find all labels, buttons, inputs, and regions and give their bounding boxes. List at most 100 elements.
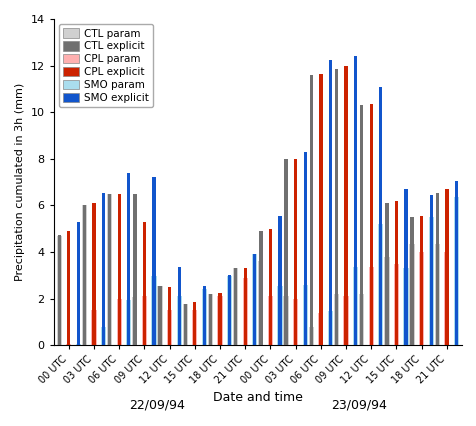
Bar xyxy=(377,224,383,345)
Bar xyxy=(267,296,272,345)
Bar xyxy=(133,194,136,345)
Bar xyxy=(268,229,271,345)
Bar xyxy=(233,268,238,345)
Bar xyxy=(434,244,439,345)
Bar xyxy=(317,313,323,345)
Bar xyxy=(76,344,81,345)
Bar xyxy=(444,189,447,345)
Bar xyxy=(193,302,196,345)
Bar xyxy=(183,305,187,345)
X-axis label: Date and time: Date and time xyxy=(212,391,302,404)
Bar xyxy=(118,194,120,345)
Bar xyxy=(102,193,105,345)
Bar xyxy=(258,261,263,345)
Bar xyxy=(208,294,212,345)
Bar xyxy=(428,217,433,345)
Bar xyxy=(77,222,80,345)
Bar xyxy=(394,201,397,345)
Bar xyxy=(359,105,363,345)
Bar xyxy=(101,327,106,345)
Bar xyxy=(293,159,297,345)
Bar xyxy=(152,178,155,345)
Bar xyxy=(127,173,130,345)
Bar xyxy=(192,310,197,345)
Bar xyxy=(67,231,70,345)
Bar xyxy=(132,297,137,345)
Bar xyxy=(309,75,312,345)
Bar xyxy=(419,216,422,345)
Bar xyxy=(352,267,357,345)
Legend: CTL param, CTL explicit, CPL param, CPL explicit, SMO param, SMO explicit: CTL param, CTL explicit, CPL param, CPL … xyxy=(59,24,153,107)
Bar xyxy=(243,268,247,345)
Bar xyxy=(57,236,62,345)
Bar xyxy=(303,152,306,345)
Bar xyxy=(208,294,213,345)
Bar xyxy=(228,275,231,345)
Bar xyxy=(410,217,413,345)
Bar xyxy=(278,216,281,345)
Bar xyxy=(353,56,357,345)
Bar xyxy=(333,294,338,345)
Bar xyxy=(141,296,147,345)
Bar xyxy=(252,254,257,345)
Bar xyxy=(368,267,373,345)
Bar xyxy=(201,289,207,345)
Bar xyxy=(429,195,432,345)
Bar xyxy=(453,197,458,345)
Bar xyxy=(328,60,331,345)
Bar xyxy=(258,231,262,345)
Bar xyxy=(277,286,282,345)
Bar xyxy=(227,276,232,345)
Bar xyxy=(443,252,448,345)
Bar xyxy=(126,300,131,345)
Bar xyxy=(218,293,221,345)
Text: 22/09/94: 22/09/94 xyxy=(129,398,185,411)
Bar xyxy=(82,205,87,345)
Bar xyxy=(344,66,347,345)
Bar xyxy=(151,276,156,345)
Bar xyxy=(58,235,61,345)
Bar xyxy=(142,222,146,345)
Bar xyxy=(202,286,206,345)
Bar xyxy=(92,203,96,345)
Bar xyxy=(284,159,287,345)
Bar xyxy=(378,86,382,345)
Bar xyxy=(158,286,161,345)
Bar xyxy=(107,194,112,345)
Bar xyxy=(116,299,121,345)
Bar xyxy=(108,194,111,345)
Bar xyxy=(83,205,86,345)
Bar xyxy=(242,278,248,345)
Bar xyxy=(253,254,256,345)
Bar xyxy=(358,294,364,345)
Bar xyxy=(403,268,408,345)
Bar xyxy=(454,181,457,345)
Bar xyxy=(334,69,337,345)
Bar xyxy=(418,252,424,345)
Bar xyxy=(177,267,180,345)
Bar xyxy=(292,299,298,345)
Bar xyxy=(408,244,414,345)
Bar xyxy=(343,296,348,345)
Bar xyxy=(234,268,237,345)
Bar xyxy=(176,296,181,345)
Bar xyxy=(385,203,388,345)
Bar xyxy=(435,193,438,345)
Bar xyxy=(308,327,313,345)
Bar xyxy=(384,257,389,345)
Bar xyxy=(168,287,171,345)
Bar xyxy=(217,296,222,345)
Text: 23/09/94: 23/09/94 xyxy=(330,398,386,411)
Bar xyxy=(404,189,407,345)
Bar xyxy=(318,74,322,345)
Bar xyxy=(91,310,97,345)
Bar xyxy=(283,296,288,345)
Bar xyxy=(393,264,398,345)
Bar xyxy=(369,104,372,345)
Bar xyxy=(167,310,172,345)
Bar xyxy=(157,286,162,345)
Bar xyxy=(327,311,332,345)
Y-axis label: Precipitation cumulated in 3h (mm): Precipitation cumulated in 3h (mm) xyxy=(15,83,25,281)
Bar xyxy=(182,305,188,345)
Bar xyxy=(302,285,307,345)
